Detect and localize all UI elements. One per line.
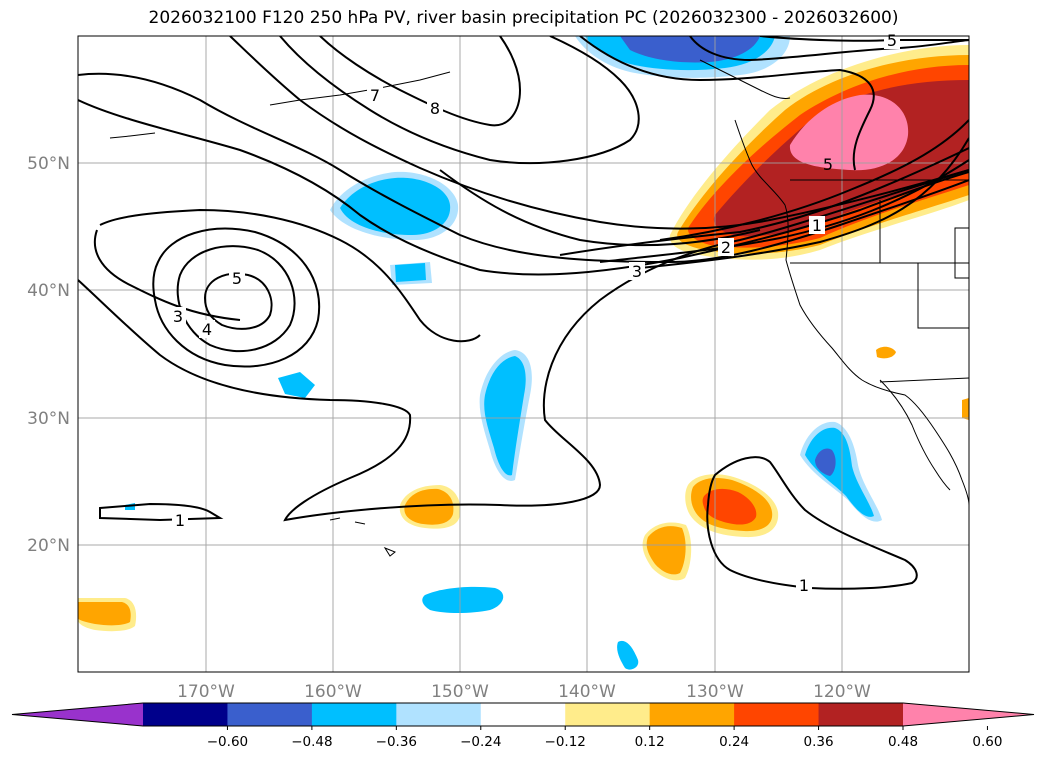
precip-positive-pacific-nw-pink xyxy=(789,94,909,171)
precip-positive-blob-1 xyxy=(404,488,454,525)
border-state-3 xyxy=(917,263,969,329)
pv-contour-1-southwest xyxy=(99,502,224,522)
pv-contour-ne-1 xyxy=(579,36,875,171)
colorbar-tick-label: −0.24 xyxy=(460,734,501,750)
longitude-labels: 170°W 160°W 150°W 140°W 130°W 120°W xyxy=(177,682,871,702)
pv-label-1-west: 1 xyxy=(175,511,185,530)
pv-label-3-west: 3 xyxy=(173,307,183,326)
precip-positive-blob-4 xyxy=(78,602,131,626)
pv-contour-band-1 xyxy=(559,147,969,256)
pv-label-3-mid: 3 xyxy=(632,262,642,281)
pv-contour-ne-2 xyxy=(689,36,969,62)
precip-positive-blob-3 xyxy=(646,526,686,575)
colorbar-tick-label: 0.60 xyxy=(972,734,1002,750)
lon-label-160w: 160°W xyxy=(304,682,362,702)
lon-label-130w: 130°W xyxy=(686,682,744,702)
border-state-4 xyxy=(954,227,969,279)
colorbar-segment xyxy=(311,703,397,726)
precipitation-field xyxy=(78,36,969,670)
lat-label-50n: 50°N xyxy=(27,154,70,174)
pv-label-5-west: 5 xyxy=(232,269,242,288)
colorbar-tick-label: 0.12 xyxy=(635,734,665,750)
precip-positive-blob-2-red xyxy=(702,488,757,525)
colorbar-tick-label: 0.24 xyxy=(719,734,749,750)
pv-label-2: 2 xyxy=(721,238,731,257)
colorbar-tick-label: 0.36 xyxy=(804,734,834,750)
precip-negative-alaska-dark xyxy=(620,36,760,63)
precip-negative-blob-2 xyxy=(395,263,426,282)
coastline-baja xyxy=(879,379,951,491)
colorbar-segment xyxy=(143,703,228,726)
colorbar-segment xyxy=(818,703,904,726)
latitude-labels: 50°N 40°N 30°N 20°N xyxy=(27,154,70,556)
pv-contour-band-5 xyxy=(439,169,761,247)
coastline-north-america xyxy=(734,119,969,506)
colorbar-tick-label: −0.12 xyxy=(545,734,586,750)
precip-negative-blob-4 xyxy=(484,356,526,476)
pv-label-8: 8 xyxy=(430,99,440,118)
pv-contours xyxy=(78,36,969,590)
precip-positive-blob-6 xyxy=(962,398,969,420)
pv-contour-8 xyxy=(319,36,522,127)
lat-label-30n: 30°N xyxy=(27,409,70,429)
lat-label-20n: 20°N xyxy=(27,536,70,556)
lon-label-140w: 140°W xyxy=(558,682,616,702)
colorbar-extend-max xyxy=(903,703,1034,726)
colorbar-segment xyxy=(565,703,651,726)
pv-contour-3-closed xyxy=(152,227,321,368)
chart-title: 2026032100 F120 250 hPa PV, river basin … xyxy=(148,8,899,28)
pv-contour-band-2 xyxy=(599,159,969,263)
hawaii xyxy=(329,517,396,557)
precip-positive-blob-5 xyxy=(876,346,896,359)
colorbar-segment xyxy=(396,703,482,726)
lat-label-40n: 40°N xyxy=(27,281,70,301)
lon-label-120w: 120°W xyxy=(813,682,871,702)
pv-label-7: 7 xyxy=(370,86,380,105)
colorbar-segment xyxy=(480,703,566,726)
coastline-alaska xyxy=(699,59,791,99)
pv-label-5-ne: 5 xyxy=(823,155,833,174)
border-us-mexico xyxy=(879,377,969,383)
pv-contour-labels: 1 1 1 2 3 3 4 5 5 7 8 5 xyxy=(170,31,900,595)
pv-contour-ring-west xyxy=(93,229,241,321)
pv-contour-4-closed xyxy=(176,245,296,353)
colorbar-tick-label: −0.60 xyxy=(207,734,248,750)
lon-label-170w: 170°W xyxy=(177,682,235,702)
precip-negative-blob-7 xyxy=(617,640,639,670)
pv-contour-outer-west xyxy=(78,99,969,276)
colorbar: −0.60 −0.48 −0.36 −0.24 −0.12 0.12 0.24 0.36 0.4… xyxy=(11,702,1035,750)
colorbar-tick-label: −0.36 xyxy=(376,734,417,750)
pv-label-1-ne: 1 xyxy=(812,216,822,235)
colorbar-extend-min xyxy=(12,703,143,726)
lon-label-150w: 150°W xyxy=(431,682,489,702)
pv-contour-loop-west xyxy=(99,208,481,343)
pv-contour-7 xyxy=(229,36,969,230)
pv-contour-band-4 xyxy=(659,119,969,241)
coastlines xyxy=(109,59,969,557)
pv-contour-2 xyxy=(78,72,969,264)
map-frame xyxy=(77,35,970,673)
colorbar-outline xyxy=(11,702,1035,727)
colorbar-segment xyxy=(734,703,820,726)
pv-label-1-east: 1 xyxy=(799,576,809,595)
aleutians xyxy=(269,71,451,106)
islands-west xyxy=(109,132,156,139)
pv-contour-1-southeast xyxy=(706,456,918,590)
pv-contour-1-large xyxy=(78,169,969,522)
pv-label-5-top: 5 xyxy=(887,31,897,50)
pv-label-4: 4 xyxy=(202,320,212,339)
pv-contour-band-3 xyxy=(639,137,969,269)
pv-contour-north-1 xyxy=(279,36,640,165)
colorbar-segment xyxy=(649,703,735,726)
precip-negative-blob-6 xyxy=(422,586,504,613)
precip-negative-blob-5-core xyxy=(815,448,836,476)
colorbar-segment xyxy=(227,703,313,726)
colorbar-tick-label: 0.48 xyxy=(888,734,918,750)
precip-negative-blob-3 xyxy=(278,372,315,398)
colorbar-tick-label: −0.48 xyxy=(291,734,332,750)
